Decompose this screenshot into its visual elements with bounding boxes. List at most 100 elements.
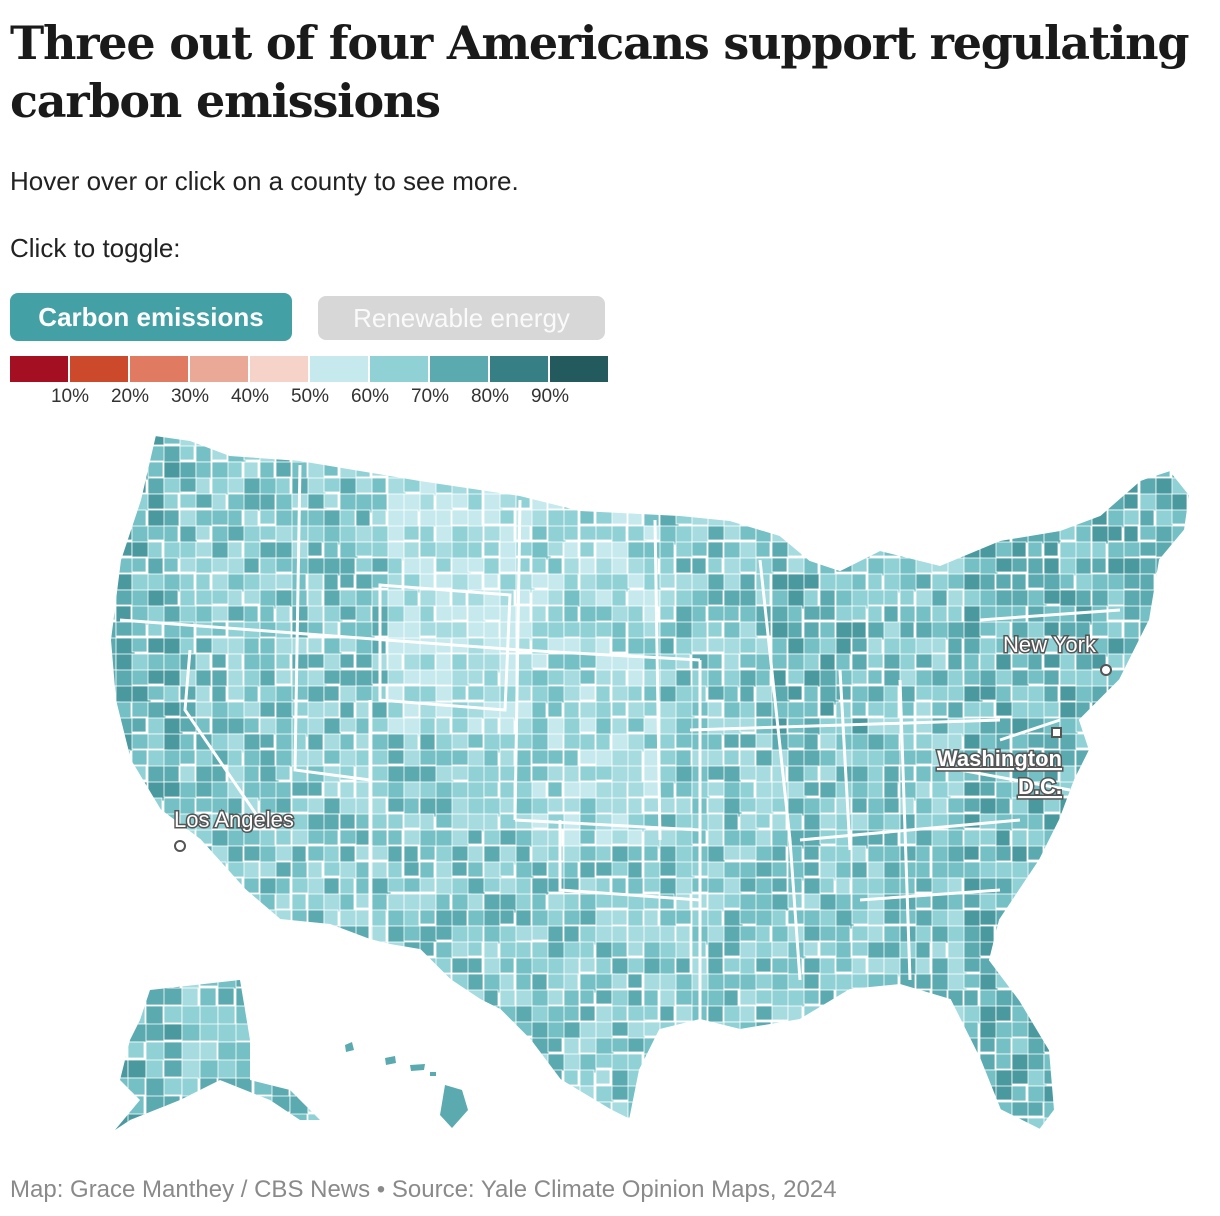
county-cell[interactable]: [243, 557, 260, 574]
county-cell[interactable]: [467, 1053, 484, 1072]
county-cell[interactable]: [1171, 573, 1190, 592]
county-cell[interactable]: [499, 653, 519, 673]
county-cell[interactable]: [110, 1132, 126, 1140]
county-cell[interactable]: [739, 1117, 758, 1134]
county-cell[interactable]: [739, 461, 756, 477]
county-cell[interactable]: [931, 637, 947, 654]
county-cell[interactable]: [899, 477, 915, 495]
county-cell[interactable]: [611, 1069, 631, 1089]
county-cell[interactable]: [371, 989, 391, 1007]
county-cell[interactable]: [851, 525, 871, 546]
county-cell[interactable]: [211, 941, 231, 959]
county-cell[interactable]: [1107, 1085, 1123, 1101]
county-cell[interactable]: [643, 1101, 661, 1119]
county-cell[interactable]: [947, 1037, 967, 1055]
county-cell[interactable]: [211, 669, 228, 688]
us-county-map[interactable]: New York Washington D.C. Los Angeles: [0, 420, 1220, 1140]
county-cell[interactable]: [739, 1085, 756, 1102]
county-cell[interactable]: [931, 605, 948, 624]
county-cell[interactable]: [771, 637, 788, 657]
county-cell[interactable]: [899, 493, 915, 509]
county-cell[interactable]: [547, 781, 563, 798]
county-cell[interactable]: [835, 685, 852, 701]
county-cell[interactable]: [291, 589, 308, 607]
county-cell[interactable]: [100, 829, 119, 850]
county-cell[interactable]: [291, 1053, 312, 1070]
county-cell[interactable]: [707, 781, 727, 797]
county-cell[interactable]: [1059, 861, 1075, 877]
county-cell[interactable]: [289, 970, 312, 987]
county-cell[interactable]: [275, 989, 292, 1007]
county-cell[interactable]: [883, 493, 902, 514]
county-cell[interactable]: [355, 957, 376, 976]
county-cell[interactable]: [1059, 1037, 1075, 1058]
county-cell[interactable]: [1043, 1021, 1060, 1040]
county-cell[interactable]: [1043, 669, 1060, 686]
county-cell[interactable]: [595, 493, 611, 511]
county-cell[interactable]: [755, 461, 772, 478]
county-cell[interactable]: [355, 989, 372, 1009]
county-cell[interactable]: [1107, 1053, 1125, 1072]
county-cell[interactable]: [1123, 1005, 1143, 1025]
county-cell[interactable]: [483, 430, 500, 449]
county-cell[interactable]: [931, 430, 949, 447]
county-cell[interactable]: [131, 861, 150, 878]
county-cell[interactable]: [275, 781, 292, 800]
county-cell[interactable]: [1027, 1037, 1046, 1056]
county-cell[interactable]: [995, 669, 1014, 686]
county-cell[interactable]: [131, 717, 147, 733]
county-cell[interactable]: [339, 813, 356, 830]
county-cell[interactable]: [771, 1037, 787, 1055]
county-cell[interactable]: [596, 1134, 612, 1140]
county-cell[interactable]: [163, 1005, 183, 1024]
county-cell[interactable]: [899, 430, 915, 445]
county-cell[interactable]: [228, 1134, 243, 1140]
county-cell[interactable]: [675, 461, 695, 480]
county-cell[interactable]: [483, 477, 501, 497]
county-cell[interactable]: [403, 845, 419, 864]
county-cell[interactable]: [579, 717, 597, 733]
county-cell[interactable]: [835, 781, 854, 799]
county-cell[interactable]: [1123, 1069, 1144, 1087]
county-cell[interactable]: [217, 1113, 235, 1135]
county-cell[interactable]: [275, 637, 295, 655]
county-cell[interactable]: [1123, 669, 1139, 687]
county-cell[interactable]: [339, 1005, 360, 1021]
county-cell[interactable]: [419, 621, 438, 637]
county-cell[interactable]: [1060, 1134, 1074, 1140]
county-cell[interactable]: [915, 525, 934, 545]
county-cell[interactable]: [1027, 445, 1047, 463]
county-cell[interactable]: [899, 621, 915, 639]
county-cell[interactable]: [819, 749, 837, 769]
county-cell[interactable]: [1123, 701, 1143, 717]
county-cell[interactable]: [163, 653, 182, 672]
county-cell[interactable]: [1171, 1117, 1191, 1133]
county-cell[interactable]: [326, 1078, 347, 1096]
county-cell[interactable]: [1075, 781, 1091, 801]
county-cell[interactable]: [947, 861, 967, 879]
county-cell[interactable]: [707, 461, 725, 479]
county-cell[interactable]: [563, 525, 579, 541]
county-cell[interactable]: [403, 893, 422, 913]
county-cell[interactable]: [915, 477, 932, 493]
county-cell[interactable]: [199, 1113, 220, 1133]
county-cell[interactable]: [403, 445, 420, 463]
county-cell[interactable]: [1091, 1117, 1110, 1135]
county-cell[interactable]: [467, 765, 486, 784]
county-cell[interactable]: [1139, 749, 1157, 767]
county-cell[interactable]: [499, 717, 515, 737]
county-cell[interactable]: [531, 525, 548, 541]
county-cell[interactable]: [579, 557, 596, 575]
county-cell[interactable]: [819, 877, 835, 894]
county-cell[interactable]: [611, 813, 630, 831]
county-cell[interactable]: [1091, 797, 1107, 818]
county-cell[interactable]: [1171, 1037, 1189, 1056]
county-cell[interactable]: [131, 957, 149, 976]
county-cell[interactable]: [483, 765, 500, 783]
county-cell[interactable]: [1027, 669, 1045, 685]
county-cell[interactable]: [835, 1053, 855, 1072]
county-cell[interactable]: [803, 877, 822, 896]
county-cell[interactable]: [1091, 461, 1109, 480]
county-cell[interactable]: [1075, 925, 1095, 944]
county-cell[interactable]: [259, 477, 279, 497]
